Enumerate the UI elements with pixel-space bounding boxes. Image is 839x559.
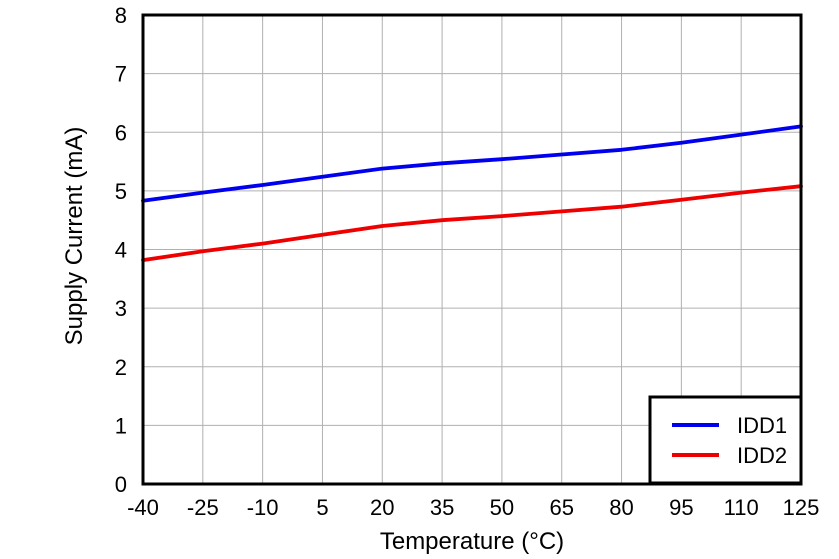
y-tick-label: 1	[115, 413, 127, 438]
legend-label-IDD1: IDD1	[737, 413, 787, 438]
x-tick-labels: -40 -25 -10 5 20 35 50 65 80 95 110 125	[127, 495, 819, 520]
y-tick-label: 0	[115, 472, 127, 497]
x-tick-label: 125	[783, 495, 820, 520]
y-tick-label: 2	[115, 355, 127, 380]
x-tick-label: 35	[430, 495, 454, 520]
x-tick-label: -10	[247, 495, 279, 520]
y-tick-label: 3	[115, 296, 127, 321]
y-tick-label: 5	[115, 179, 127, 204]
plot-frame	[141, 13, 803, 486]
y-tick-label: 6	[115, 120, 127, 145]
series-line-IDD1	[141, 124, 803, 203]
x-axis-title: Temperature (°C)	[380, 528, 564, 555]
y-tick-label: 4	[115, 238, 127, 263]
x-tick-label: -25	[187, 495, 219, 520]
legend-box	[648, 395, 803, 485]
x-tick-label: 65	[549, 495, 573, 520]
series-line-IDD2	[141, 184, 803, 263]
legend: IDD1 IDD2	[648, 395, 803, 485]
y-axis-title: Supply Current (mA)	[61, 127, 88, 346]
y-tick-label: 7	[115, 62, 127, 87]
series-lines	[141, 124, 803, 263]
x-tick-label: 50	[490, 495, 514, 520]
x-tick-label: 95	[669, 495, 693, 520]
x-tick-label: 110	[724, 495, 759, 520]
x-tick-label: 80	[609, 495, 633, 520]
x-tick-label: 20	[370, 495, 394, 520]
x-tick-label: 5	[316, 495, 328, 520]
legend-label-IDD2: IDD2	[737, 443, 787, 468]
y-tick-labels: 0 1 2 3 4 5 6 7 8	[115, 3, 127, 497]
x-tick-label: -40	[127, 495, 159, 520]
y-tick-label: 8	[115, 3, 127, 28]
